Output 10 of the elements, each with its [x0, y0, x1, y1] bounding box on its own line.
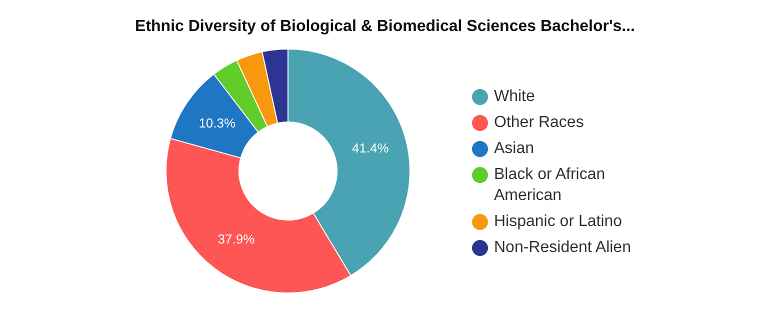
legend-label: Other Races: [494, 113, 584, 133]
chart-title: Ethnic Diversity of Biological & Biomedical Sciences Bachelor's...: [134, 18, 636, 36]
data-label: 41.4%: [352, 140, 390, 156]
data-label: 37.9%: [218, 232, 256, 247]
legend-label: Asian: [494, 139, 534, 159]
legend-label: Black or African American: [494, 165, 606, 206]
legend-label: White: [494, 87, 535, 107]
legend-label: Hispanic or Latino: [494, 212, 622, 232]
data-label: 10.3%: [198, 116, 236, 131]
legend-label: Non-Resident Alien: [494, 238, 631, 258]
